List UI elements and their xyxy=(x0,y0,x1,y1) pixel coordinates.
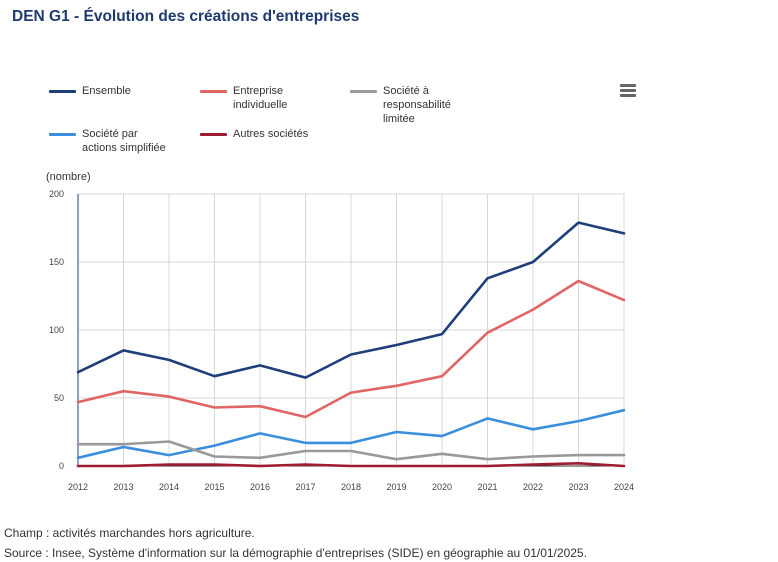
x-tick-label: 2023 xyxy=(568,482,588,492)
legend-label: Entreprise individuelle xyxy=(233,85,288,111)
legend-label: Société à responsabilité limitée xyxy=(383,85,451,125)
x-tick-label: 2012 xyxy=(68,482,88,492)
y-tick-label: 200 xyxy=(49,189,64,199)
x-tick-label: 2020 xyxy=(432,482,452,492)
x-tick-label: 2015 xyxy=(204,482,224,492)
y-axis-unit-label: (nombre) xyxy=(46,171,91,183)
legend-label: Ensemble xyxy=(82,85,131,97)
y-tick-label: 150 xyxy=(49,257,64,267)
hamburger-menu-icon[interactable] xyxy=(617,82,639,100)
x-tick-label: 2022 xyxy=(523,482,543,492)
legend-swatch xyxy=(350,90,377,93)
legend-item[interactable]: Ensemble xyxy=(49,84,199,128)
series-line-ensemble xyxy=(76,221,626,379)
y-tick-label: 50 xyxy=(54,393,64,403)
series-line-societe-a-responsabilite-limitee xyxy=(76,440,626,461)
legend-label: Autres sociétés xyxy=(233,128,309,140)
legend-item[interactable]: Autres sociétés xyxy=(200,127,350,171)
series-line-societe-par-actions-simplifiee xyxy=(76,408,626,460)
x-tick-label: 2016 xyxy=(250,482,270,492)
x-tick-label: 2014 xyxy=(159,482,179,492)
legend-swatch xyxy=(49,133,76,136)
y-tick-label: 100 xyxy=(49,325,64,335)
legend-item[interactable]: Société par actions simplifiée xyxy=(49,127,199,171)
legend-swatch xyxy=(200,90,227,93)
x-tick-label: 2021 xyxy=(477,482,497,492)
chart-title: DEN G1 - Évolution des créations d'entre… xyxy=(12,8,360,25)
x-tick-label: 2024 xyxy=(614,482,634,492)
legend-swatch xyxy=(49,90,76,93)
footnote-champ: Champ : activités marchandes hors agricu… xyxy=(4,526,255,540)
x-tick-label: 2013 xyxy=(113,482,133,492)
x-tick-label: 2019 xyxy=(386,482,406,492)
legend-swatch xyxy=(200,133,227,136)
y-tick-label: 0 xyxy=(59,461,64,471)
footnote-source: Source : Insee, Système d'information su… xyxy=(4,546,587,560)
series-line-entreprise-individuelle xyxy=(76,279,626,419)
legend-item[interactable]: Société à responsabilité limitée xyxy=(350,84,500,128)
x-tick-label: 2018 xyxy=(341,482,361,492)
legend-label: Société par actions simplifiée xyxy=(82,128,166,154)
series-line-autres-societes xyxy=(76,461,626,468)
x-tick-label: 2017 xyxy=(295,482,315,492)
legend-item[interactable]: Entreprise individuelle xyxy=(200,84,350,128)
